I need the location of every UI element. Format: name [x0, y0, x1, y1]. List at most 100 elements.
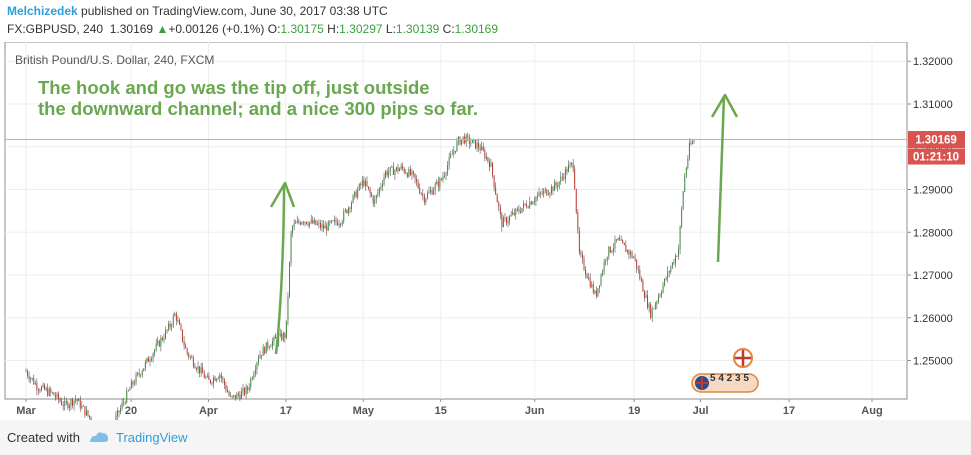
- candle-body: [668, 271, 670, 273]
- candle-body: [84, 406, 86, 416]
- candle-body: [417, 181, 419, 188]
- candle-body: [523, 203, 525, 209]
- candle-body: [219, 374, 221, 379]
- low-value: 1.30139: [395, 22, 440, 36]
- candle-body: [304, 221, 306, 223]
- candle-body: [78, 399, 80, 402]
- candle-body: [206, 376, 208, 378]
- countdown-tag-text: 01:21:10: [913, 152, 959, 164]
- candle-body: [693, 141, 695, 143]
- candle-body: [346, 209, 348, 214]
- candle-body: [298, 220, 300, 223]
- close-value: 1.30169: [454, 22, 499, 36]
- candle-body: [87, 410, 89, 416]
- candle-body: [661, 292, 662, 295]
- candle-body: [34, 383, 36, 385]
- candle-body: [36, 383, 38, 391]
- candle-body: [428, 191, 430, 194]
- candle-body: [450, 154, 452, 158]
- candle-body: [28, 375, 30, 380]
- author-link[interactable]: Melchizedek: [7, 4, 78, 18]
- candle-body: [467, 135, 469, 137]
- candle-body: [637, 268, 639, 271]
- candle-body: [459, 137, 461, 145]
- candle-body: [267, 342, 269, 348]
- candle-body: [538, 192, 540, 196]
- candle-body: [422, 193, 424, 196]
- candle-body: [285, 320, 287, 338]
- candle-body: [230, 395, 232, 397]
- candle-body: [324, 225, 326, 229]
- candle-body: [191, 356, 193, 358]
- candle-body: [431, 190, 433, 195]
- candle-body: [358, 184, 360, 190]
- x-tick-label: 20: [125, 405, 137, 417]
- candle-body: [597, 288, 599, 297]
- candle-body: [361, 180, 363, 186]
- candle-body: [312, 219, 314, 224]
- close-label: C:: [442, 22, 455, 36]
- candle-body: [48, 388, 50, 396]
- event-cluster-badge[interactable]: [691, 373, 759, 393]
- candle-body: [337, 222, 339, 226]
- price-chart[interactable]: British Pound/U.S. Dollar, 240, FXCM The…: [0, 41, 971, 439]
- candle-body: [630, 252, 631, 255]
- candle-body: [591, 284, 593, 288]
- candle-body: [270, 346, 272, 348]
- last-price-tag-text: 1.30169: [915, 135, 957, 147]
- high-label: H:: [327, 22, 340, 36]
- price-axis[interactable]: 1.320001.310001.300001.290001.280001.270…: [907, 56, 953, 368]
- candle-body: [132, 381, 134, 385]
- time-axis[interactable]: Mar 20 Apr 17 May 15 Jun 19 Jul 17 Aug: [16, 399, 883, 417]
- candle-body: [572, 162, 574, 169]
- candle-body: [281, 333, 283, 341]
- plot-frame: [4, 41, 908, 400]
- candle-body: [124, 402, 126, 404]
- candle-body: [546, 189, 548, 196]
- candle-body: [383, 176, 385, 185]
- candle-body: [54, 395, 56, 398]
- candle-body: [642, 280, 644, 292]
- candle-body: [392, 166, 394, 175]
- candle-body: [137, 372, 139, 375]
- candle-body: [690, 142, 692, 145]
- economic-events[interactable]: 5 4 2 3 5: [691, 348, 759, 393]
- candle-body: [205, 377, 207, 378]
- candle-body: [671, 262, 673, 268]
- candle-body: [79, 399, 81, 409]
- tradingview-link[interactable]: TradingView: [116, 430, 188, 445]
- candle-body: [61, 401, 63, 405]
- candle-body: [673, 262, 675, 264]
- candle-body: [357, 189, 359, 198]
- candle-body: [426, 193, 428, 199]
- candle-body: [120, 408, 122, 413]
- candle-body: [400, 165, 402, 169]
- candle-body: [332, 220, 334, 222]
- candle-body: [242, 388, 244, 392]
- candle-body: [451, 154, 453, 155]
- candle-body: [616, 239, 618, 241]
- candle-body: [316, 223, 318, 225]
- candle-body: [577, 212, 579, 231]
- candle-body: [335, 219, 337, 223]
- candle-body: [640, 278, 642, 281]
- candle-body: [425, 198, 427, 203]
- candle-body: [231, 396, 233, 397]
- candle-body: [68, 405, 70, 409]
- candle-body: [375, 195, 377, 200]
- candle-body: [217, 378, 219, 379]
- candle-body: [631, 252, 633, 258]
- candle-body: [168, 323, 170, 330]
- candles: [25, 132, 695, 439]
- candle-body: [213, 377, 215, 384]
- candle-body: [461, 139, 463, 145]
- tradingview-logo-icon: [90, 432, 108, 442]
- candle-body: [543, 190, 545, 195]
- candle-body: [547, 194, 549, 196]
- chart-area[interactable]: British Pound/U.S. Dollar, 240, FXCM The…: [0, 41, 971, 439]
- candle-body: [535, 197, 537, 202]
- candle-body: [420, 193, 422, 195]
- candle-body: [605, 260, 607, 262]
- candle-body: [647, 295, 649, 308]
- candle-body: [183, 341, 185, 346]
